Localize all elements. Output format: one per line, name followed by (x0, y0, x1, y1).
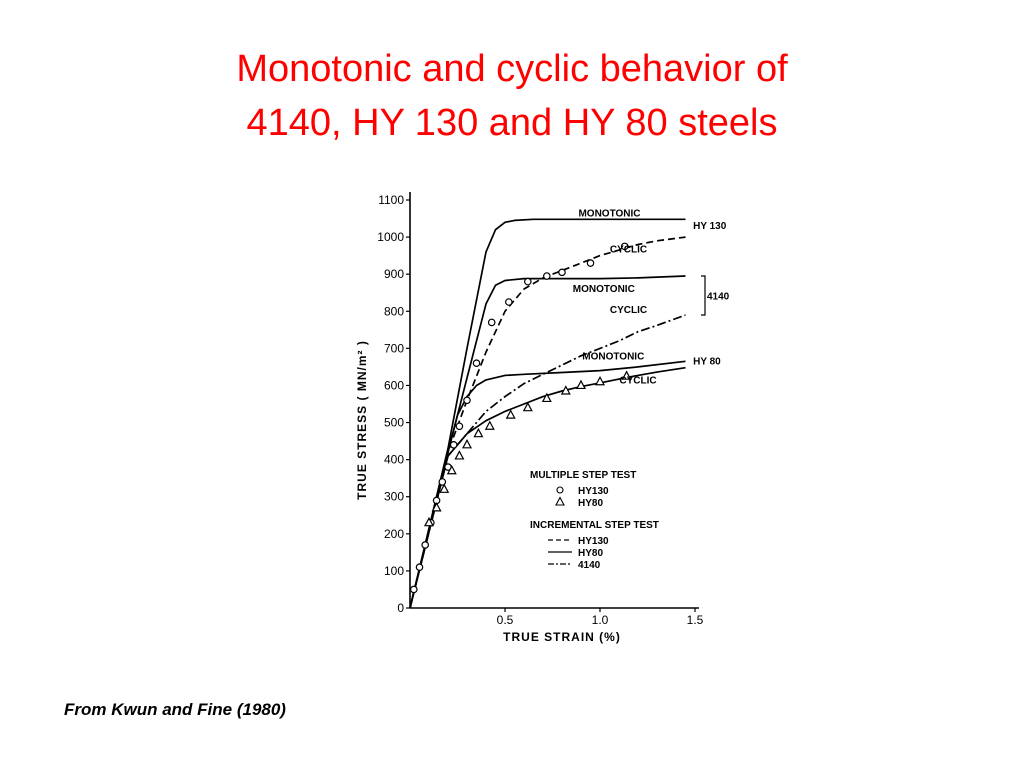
curve-label: MONOTONIC (578, 209, 640, 220)
marker-hy130 (505, 298, 513, 306)
y-tick-label: 100 (384, 564, 404, 578)
marker-hy130 (620, 242, 629, 251)
legend-line-label: HY130 (578, 536, 609, 547)
marker-hy80 (560, 385, 571, 395)
y-tick-label: 500 (384, 416, 404, 430)
slide-title-line2: 4140, HY 130 and HY 80 steels (246, 102, 778, 144)
series-hy80-cyclic (409, 366, 686, 609)
legend-circle-marker (556, 486, 564, 494)
y-tick-label: 800 (384, 304, 404, 318)
series-hy80-monotonic (409, 360, 686, 609)
marker-hy130 (558, 268, 566, 277)
y-tick-label: 700 (384, 341, 404, 355)
marker-hy80 (462, 439, 472, 449)
y-axis-title: TRUE STRESS ( MN/m² ) (355, 340, 369, 500)
slide-title-line1: Monotonic and cyclic behavior of (236, 48, 788, 90)
marker-hy80 (484, 420, 495, 430)
marker-hy80 (621, 370, 632, 380)
y-tick-label: 900 (384, 267, 404, 281)
y-tick-label: 400 (384, 453, 404, 467)
marker-hy130 (410, 585, 418, 594)
curves (409, 218, 686, 609)
series-4140-monotonic (409, 275, 686, 609)
marker-hy80 (454, 450, 465, 460)
marker-hy80 (576, 379, 586, 390)
curve-label: CYCLIC (610, 305, 647, 316)
x-tick-label: 1.0 (592, 613, 609, 627)
group-bracket-4140 (701, 275, 706, 316)
legend-marker-label: HY130 (578, 486, 609, 497)
legend-triangle-marker (555, 496, 565, 506)
marker-hy80 (595, 375, 605, 386)
x-tick-label: 1.5 (687, 613, 704, 627)
curve-label: MONOTONIC (582, 351, 644, 362)
curve-label: CYCLIC (610, 245, 647, 256)
legend-heading-incremental-step: INCREMENTAL STEP TEST (530, 520, 659, 531)
marker-hy130 (421, 541, 430, 549)
marker-hy80 (473, 427, 484, 438)
marker-hy80 (439, 483, 450, 493)
curve-label: CYCLIC (619, 376, 656, 387)
source-citation: From Kwun and Fine (1980) (64, 700, 286, 719)
marker-hy130 (472, 359, 481, 368)
legend-marker-label: HY80 (578, 498, 603, 509)
y-tick-label: 600 (384, 378, 404, 392)
marker-hy130 (463, 396, 471, 405)
marker-hy130 (438, 478, 447, 486)
marker-hy130 (524, 277, 532, 286)
marker-hy130 (487, 318, 496, 327)
group-label: HY 130 (693, 221, 727, 232)
curve-label: MONOTONIC (573, 284, 635, 295)
marker-hy80 (424, 516, 434, 527)
group-label: 4140 (707, 291, 730, 302)
marker-hy130 (415, 563, 424, 572)
series-4140-cyclic (409, 314, 686, 609)
marker-hy80 (522, 401, 533, 412)
y-tick-label: 1100 (378, 193, 404, 207)
y-tick-label: 200 (384, 527, 404, 541)
series-hy130-cyclic (409, 236, 686, 609)
marker-hy130 (455, 422, 464, 431)
marker-hy130 (449, 440, 458, 449)
marker-hy130 (543, 272, 551, 280)
legend-line-label: HY80 (578, 548, 603, 559)
marker-hy80 (431, 502, 442, 512)
y-tick-label: 0 (397, 601, 404, 615)
y-tick-label: 300 (384, 490, 404, 504)
curve-labels: MONOTONIC CYCLIC MONOTONIC CYCLIC MONOTONIC C… (573, 209, 730, 387)
legend-line-label: 4140 (578, 560, 601, 571)
marker-hy130 (586, 259, 595, 267)
marker-hy80 (505, 409, 516, 419)
slide-title: Monotonic and cyclic behavior of 4140, H… (0, 42, 1024, 150)
marker-hy80 (541, 392, 552, 403)
group-label: HY 80 (693, 356, 721, 367)
series-hy130-monotonic (409, 218, 686, 609)
x-axis-title: TRUE STRAIN (%) (503, 630, 621, 644)
y-tick-label: 1000 (377, 230, 404, 244)
stress-strain-chart: TRUE STRESS ( MN/m² ) TRUE STRAIN (%) 0 1… (355, 192, 730, 644)
marker-hy80 (446, 464, 457, 475)
axes: 0 100 200 300 400 500 600 700 800 900 1000 1100 0.5 1… (377, 192, 704, 627)
x-tick-label: 0.5 (497, 613, 514, 627)
legend-heading-multiple-step: MULTIPLE STEP TEST (530, 470, 636, 481)
data-markers (410, 242, 632, 594)
